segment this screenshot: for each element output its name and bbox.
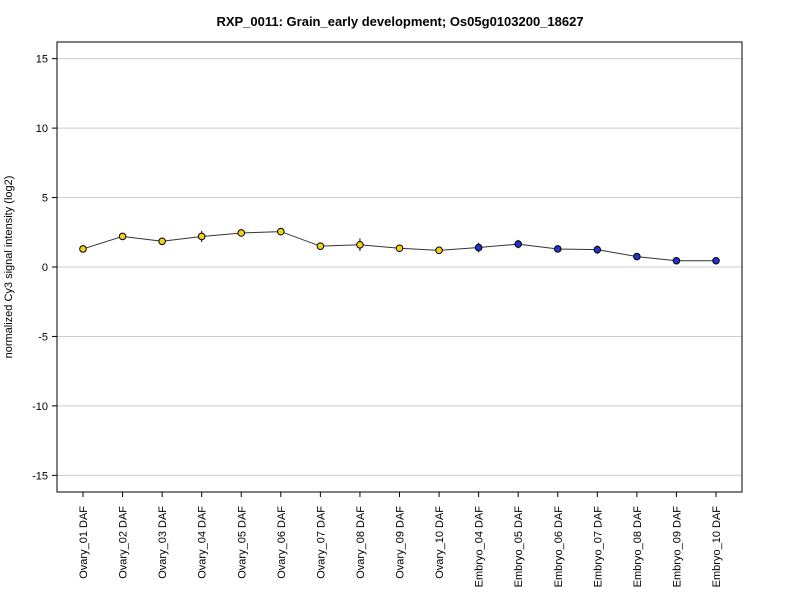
x-tick-label: Ovary_04 DAF (197, 506, 209, 579)
data-point (633, 252, 641, 261)
data-point (197, 232, 206, 241)
data-point (593, 245, 602, 254)
y-axis-label: normalized Cy3 signal intensity (log2) (3, 176, 15, 359)
x-tick-label: Embryo_06 DAF (553, 506, 565, 588)
x-tick-label: Embryo_09 DAF (671, 506, 683, 588)
x-tick-label: Embryo_04 DAF (474, 506, 486, 588)
data-point (672, 256, 681, 265)
x-tick-label: Embryo_08 DAF (632, 506, 644, 588)
x-tick-label: Ovary_10 DAF (434, 506, 446, 579)
gridlines (57, 58, 742, 476)
y-tick-label: -15 (32, 470, 48, 482)
x-tick-label: Ovary_02 DAF (118, 506, 130, 579)
data-point (474, 243, 483, 252)
x-tick-label: Ovary_09 DAF (395, 506, 407, 579)
data-point (237, 229, 246, 237)
x-tick-label: Embryo_07 DAF (592, 506, 604, 588)
x-tick-label: Ovary_03 DAF (157, 506, 169, 579)
data-point (514, 240, 522, 248)
data-point (79, 245, 87, 253)
plot-frame (56, 41, 743, 493)
data-point (158, 237, 166, 246)
y-axis: -15 -10 -5 0 5 10 15 (32, 54, 57, 482)
y-tick-label: 0 (42, 262, 48, 274)
y-tick-label: -5 (38, 331, 48, 343)
data-point (553, 245, 562, 253)
data-point (356, 240, 364, 249)
x-tick-label: Ovary_06 DAF (276, 506, 288, 579)
data-point (435, 246, 443, 255)
x-tick-label: Ovary_05 DAF (236, 506, 248, 579)
x-axis: Ovary_01 DAF Ovary_02 DAF Ovary_03 DAF Ovar… (78, 492, 723, 587)
chart-title: RXP_0011: Grain_early development; Os05g… (216, 14, 583, 29)
data-points (79, 227, 720, 265)
y-tick-label: 10 (36, 123, 48, 135)
data-point (118, 232, 127, 241)
x-tick-label: Ovary_07 DAF (315, 506, 327, 579)
data-point (277, 227, 285, 236)
data-point (712, 256, 720, 265)
x-tick-label: Ovary_01 DAF (78, 506, 90, 579)
data-point (316, 242, 325, 250)
x-tick-label: Embryo_05 DAF (513, 506, 525, 588)
y-tick-label: 5 (42, 193, 48, 205)
x-tick-label: Embryo_10 DAF (711, 506, 723, 588)
data-point (395, 244, 404, 253)
x-tick-label: Ovary_08 DAF (355, 506, 367, 579)
y-tick-label: -10 (32, 401, 48, 413)
y-tick-label: 15 (36, 54, 48, 66)
